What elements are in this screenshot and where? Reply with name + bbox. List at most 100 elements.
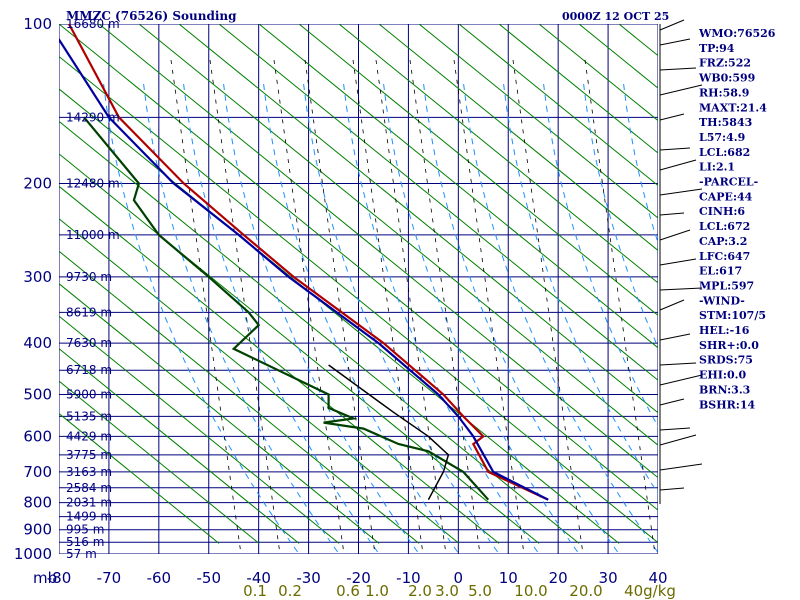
dry-adiabat-line	[59, 380, 260, 544]
moist-adiabat-line	[143, 83, 340, 554]
dry-adiabat-line	[59, 347, 300, 544]
index-value: WMO:76526	[698, 27, 776, 40]
pressure-tick-label: 600	[23, 427, 52, 445]
index-value: CINH:6	[699, 205, 745, 218]
profile-layer	[59, 24, 549, 501]
moist-adiabat-line	[223, 83, 420, 554]
moist-adiabat-line	[343, 83, 540, 554]
moist-adiabat-line	[103, 83, 300, 554]
temperature-tick-label: 40	[648, 569, 667, 587]
wind-barb	[659, 287, 703, 291]
height-label: 2584 m	[66, 481, 112, 495]
moist-adiabat-line	[583, 83, 658, 349]
index-value: -WIND-	[699, 294, 745, 307]
index-value: WB0:599	[698, 72, 755, 85]
wind-barb	[659, 258, 697, 266]
mixing-ratio-label: 10.0	[514, 582, 547, 600]
height-label: 14290 m	[66, 110, 120, 124]
pressure-tick-label: 300	[23, 268, 52, 286]
mixing-ratio-label: 3.0	[435, 582, 459, 600]
pressure-labels: 100 200 300 400 500 600 700 800 900 1000 mb	[14, 15, 57, 587]
dry-adiabat-line	[378, 24, 658, 252]
height-label: 6718 m	[66, 363, 112, 377]
dry-adiabat-line	[59, 412, 220, 544]
moist-adiabat-line	[463, 83, 658, 554]
wind-barb	[659, 463, 703, 471]
dry-adiabat-line	[59, 185, 500, 544]
temperature-tick-label: -30	[296, 569, 321, 587]
dry-adiabat-line	[59, 283, 380, 544]
height-label: 11000 m	[66, 228, 120, 242]
mixing-ratio-line	[375, 59, 447, 554]
wind-barb	[659, 333, 691, 341]
mixing-ratio-line	[273, 59, 345, 554]
dry-adiabat-line	[538, 24, 658, 122]
height-label: 2031 m	[66, 496, 112, 510]
dry-adiabat-line	[138, 24, 658, 446]
index-value: LFC:647	[699, 250, 750, 263]
dry-adiabat-line	[59, 250, 420, 544]
height-labels: 16680 m 14290 m 12480 m 11000 m 9730 m 8619 m…	[66, 17, 120, 561]
mixing-ratio-line	[512, 59, 584, 554]
sounding-time: 0000Z 12 OCT 25	[562, 10, 669, 23]
dry-adiabat-line	[458, 24, 658, 187]
wind-barb	[659, 147, 691, 151]
station-title: MMZC (76526) Sounding	[66, 9, 237, 23]
height-label: 12480 m	[66, 177, 120, 191]
temperature-labels: -80 -70 -60 -50 -40 -30 -20 -10 0 10 20 30 40	[47, 569, 668, 587]
temperature-tick-label: 0	[454, 569, 464, 587]
mixing-ratio-line	[304, 59, 376, 554]
mixing-ratio-line	[584, 59, 656, 554]
wind-barb	[659, 427, 691, 431]
moist-adiabat-line	[383, 83, 580, 554]
mixing-ratio-labels: 0.1 0.2 0.6 1.0 2.0 3.0 5.0 10.0 20.0 40g/kg	[243, 582, 676, 600]
dry-adiabat-line	[59, 218, 460, 544]
index-value: HEL:-16	[699, 324, 750, 337]
temperature-tick-label: 10	[499, 569, 518, 587]
mixing-ratio-label: 1.0	[365, 582, 389, 600]
dewpoint-profile	[83, 116, 490, 501]
mixing-ratio-label: 40g/kg	[624, 582, 676, 600]
mixing-ratio-line	[170, 59, 242, 554]
temperature-tick-label: -70	[97, 569, 122, 587]
index-value: SRDS:75	[699, 354, 753, 367]
mixing-ratio-label: 2.0	[408, 582, 432, 600]
index-value: FRZ:522	[699, 57, 751, 70]
wind-barb	[659, 38, 691, 46]
height-label: 3163 m	[66, 465, 112, 479]
index-value: SHR+:0.0	[699, 339, 759, 352]
temperature-tick-label: -40	[246, 569, 271, 587]
dry-adiabat-line	[218, 24, 658, 381]
dry-adiabat-line	[59, 120, 580, 544]
temperature-tick-label: -20	[346, 569, 371, 587]
index-value: -PARCEL-	[699, 176, 758, 189]
grid-layer	[59, 24, 658, 554]
dry-adiabat-line	[59, 55, 658, 544]
dry-adiabat-line	[258, 24, 658, 349]
pressure-tick-label: 400	[23, 334, 52, 352]
wind-barbs	[659, 19, 703, 504]
wind-barb	[659, 67, 697, 71]
mixing-ratio-line	[453, 59, 525, 554]
height-label: 4429 m	[66, 429, 112, 443]
mixing-ratio-label: 5.0	[468, 582, 492, 600]
index-value: TP:94	[699, 42, 735, 55]
mixing-ratio-line	[409, 59, 481, 554]
moist-adiabat-line	[543, 83, 658, 428]
temperature-tick-label: -80	[47, 569, 72, 587]
height-label: 1499 m	[66, 510, 112, 524]
dry-adiabat-line	[298, 24, 658, 316]
height-label: 16680 m	[66, 17, 120, 31]
moist-adiabat-line	[263, 83, 460, 554]
wind-barb	[659, 212, 685, 216]
height-label: 57 m	[66, 547, 97, 561]
wind-barb	[659, 374, 703, 386]
index-value: BSHR:14	[699, 398, 755, 411]
moist-adiabat-line	[503, 83, 658, 495]
mixing-ratio-label: 0.2	[278, 582, 302, 600]
wind-barb	[659, 398, 685, 406]
pressure-tick-label: 700	[23, 463, 52, 481]
index-value: LCL:672	[699, 220, 750, 233]
height-label: 5900 m	[66, 387, 112, 401]
